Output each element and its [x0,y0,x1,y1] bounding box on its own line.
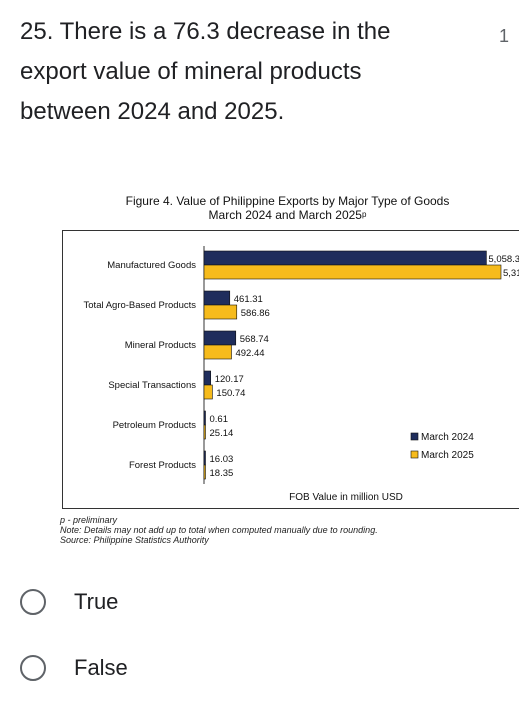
figure-title-line2-text: March 2024 and March 2025 [208,208,362,222]
data-label: 25.14 [210,428,234,439]
data-label: 150.74 [216,388,245,399]
question-text: 25. There is a 76.3 decrease in the expo… [20,18,391,125]
bar-2024 [203,250,487,266]
figure-title-superscript: p [361,210,367,219]
figure-title: Figure 4. Value of Philippine Exports by… [56,194,519,222]
bar-2024 [203,370,212,386]
legend-label: March 2024 [421,432,474,443]
figure: Figure 4. Value of Philippine Exports by… [56,194,519,509]
note-rounding: Note: Details may not add up to total wh… [60,525,378,535]
bar-chart: Manufactured Goods 5,058.39 5,319.92 Total … [84,246,519,503]
bar-2024 [203,330,237,346]
bar-2024 [203,450,206,466]
data-label: 5,058.39 [488,254,519,265]
data-label: 461.31 [234,294,263,305]
data-label: 586.86 [241,308,270,319]
category-label: Petroleum Products [113,420,197,431]
data-label: 120.17 [215,374,244,385]
figure-title-line2: March 2024 and March 2025p [56,208,519,222]
chart-frame [62,230,519,509]
category-label: Mineral Products [125,340,197,351]
category-label: Total Agro-Based Products [84,300,197,311]
bar-2025 [203,344,232,360]
bar-2024 [203,410,206,426]
option-false[interactable]: False [20,651,128,685]
category-label: Manufactured Goods [107,260,196,271]
option-true[interactable]: True [20,585,118,619]
legend-label: March 2025 [421,450,474,461]
figure-title-line1: Figure 4. Value of Philippine Exports by… [125,194,450,208]
bar-2024 [203,290,231,306]
radio-button-true[interactable] [20,589,46,615]
bar-2025 [203,304,238,320]
note-preliminary: p - preliminary [60,515,118,525]
x-axis-title: FOB Value in million USD [289,492,403,503]
radio-button-false[interactable] [20,655,46,681]
figure-notes: p - preliminary Note: Details may not ad… [60,515,378,545]
data-label: 492.44 [235,348,264,359]
legend-swatch [410,432,419,441]
bar-2025 [203,264,502,280]
data-label: 5,319.92 [503,268,519,279]
option-false-label: False [74,655,128,680]
data-label: 18.35 [210,468,234,479]
data-label: 568.74 [240,334,269,345]
bar-2025 [203,464,206,480]
legend-swatch [410,450,419,459]
data-label: 16.03 [210,454,234,465]
note-source: Source: Philippine Statistics Authority [60,535,209,545]
bar-2025 [203,424,206,440]
points-label: 1 [498,26,509,46]
option-true-label: True [74,589,119,614]
bar-2025 [203,384,213,400]
category-label: Special Transactions [108,380,196,391]
category-label: Forest Products [129,460,196,471]
data-label: 0.61 [210,414,229,425]
